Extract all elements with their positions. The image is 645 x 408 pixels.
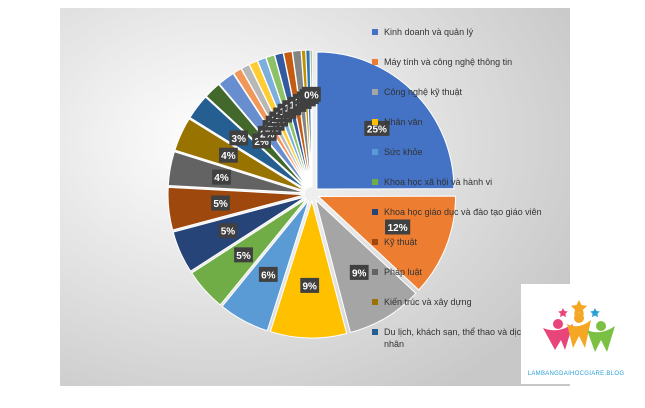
legend-swatch (372, 29, 378, 35)
legend-swatch (372, 239, 378, 245)
data-label: 25% (364, 120, 390, 136)
data-label-box (219, 147, 238, 163)
pie-slice (167, 186, 306, 231)
legend-label: Khoa học giáo dục và đào tạo giáo viên (384, 207, 542, 217)
legend-label: Kinh doanh và quản lý (384, 27, 474, 37)
data-label-box (258, 266, 278, 282)
legend-item: Kinh doanh và quản lý (372, 26, 562, 56)
data-label: 9% (300, 277, 320, 293)
legend-swatch (372, 89, 378, 95)
data-label-box (212, 169, 231, 185)
pie-slice (316, 51, 455, 190)
pie-chart: 25%12%9%9%6%5%5%5%4%4%3%2%2%1%1%1%1%1%1%… (60, 8, 570, 386)
data-label: 0% (301, 86, 321, 102)
data-label: 12% (385, 219, 411, 235)
data-label-box (234, 247, 253, 263)
legend-label: Máy tính và công nghệ thông tin (384, 57, 513, 67)
data-label-text: 12% (388, 223, 408, 234)
data-label-text: 9% (352, 268, 367, 279)
legend-item: Khoa học giáo dục và đào tạo giáo viên (372, 206, 562, 236)
legend-label: Nhân văn (384, 117, 423, 127)
pie-slice (221, 199, 310, 332)
data-label-text: 4% (214, 173, 229, 184)
legend-item: Kỹ thuật (372, 236, 562, 266)
data-label: 5% (211, 195, 230, 211)
data-label-text: 3% (232, 134, 247, 145)
pie-slice (172, 196, 306, 272)
legend-label: Kiến trúc và xây dựng (384, 297, 472, 307)
pie-slice (167, 151, 306, 194)
legend-label: Công nghệ kỹ thuật (384, 87, 463, 97)
data-label: 5% (218, 223, 238, 239)
pie-slice (317, 195, 457, 291)
legend-item: Sức khỏe (372, 146, 562, 176)
legend-label: Khoa học xã hội và hành vi (384, 177, 493, 187)
pie-chart-svg: 25%12%9%9%6%5%5%5%4%4%3%2%2%1%1%1%1%1%1%… (60, 8, 570, 386)
legend-item: Du lịch, khách sạn, thể thao và dịch vụ … (372, 326, 562, 356)
data-label: 4% (212, 169, 231, 185)
legend-label: Pháp luật (384, 267, 423, 277)
data-label-text: 6% (261, 270, 276, 281)
legend-label: Kỹ thuật (384, 237, 418, 247)
pie-slice (309, 49, 313, 188)
legend-swatch (372, 299, 378, 305)
legend-item: Kiến trúc và xây dựng (372, 296, 562, 326)
data-label-text: 2% (254, 137, 269, 148)
data-label-text: 0% (304, 90, 319, 101)
data-label-text: 5% (236, 251, 251, 262)
data-label-box (301, 86, 321, 102)
data-label-text: 25% (367, 124, 387, 135)
pie-slice (189, 96, 307, 191)
brand-logo: LAMBANGDAIHOCGIARE.BLOG (521, 284, 631, 384)
data-label: 6% (258, 266, 278, 282)
legend-label: Sức khỏe (384, 147, 423, 157)
data-label-text: 5% (221, 227, 236, 238)
legend-swatch (372, 269, 378, 275)
legend-item: Pháp luật (372, 266, 562, 296)
legend: Kinh doanh và quản lý Máy tính và công ng… (372, 26, 562, 356)
legend-swatch (372, 59, 378, 65)
legend-swatch (372, 179, 378, 185)
brand-logo-icon (543, 300, 615, 352)
data-label-text: 5% (213, 199, 228, 210)
data-label-box (385, 219, 411, 235)
legend-item: Khoa học xã hội và hành vi (372, 176, 562, 206)
data-label-box (300, 277, 320, 293)
data-label-text: 4% (221, 151, 236, 162)
legend-item: Máy tính và công nghệ thông tin (372, 56, 562, 86)
data-label-box (364, 120, 390, 136)
pie-slice (269, 199, 348, 339)
data-label-box (218, 223, 238, 239)
legend-label: Du lịch, khách sạn, thể thao và dịch vụ … (384, 327, 551, 349)
legend-swatch (372, 329, 378, 335)
legend-swatch (372, 119, 378, 125)
pie-slice (174, 118, 306, 192)
data-label-box (211, 195, 230, 211)
data-label: 3% (229, 130, 249, 146)
data-label: 4% (219, 147, 238, 163)
legend-item: Nhân văn (372, 116, 562, 146)
legend-swatch (372, 209, 378, 215)
brand-text: LAMBANGDAIHOCGIARE.BLOG (527, 371, 625, 377)
data-label-box (229, 130, 249, 146)
data-label: 9% (349, 264, 369, 280)
data-label-text: 9% (302, 281, 317, 292)
data-label-box (349, 264, 369, 280)
legend-swatch (372, 149, 378, 155)
legend-item: Công nghệ kỹ thuật (372, 86, 562, 116)
data-label: 5% (234, 247, 253, 263)
